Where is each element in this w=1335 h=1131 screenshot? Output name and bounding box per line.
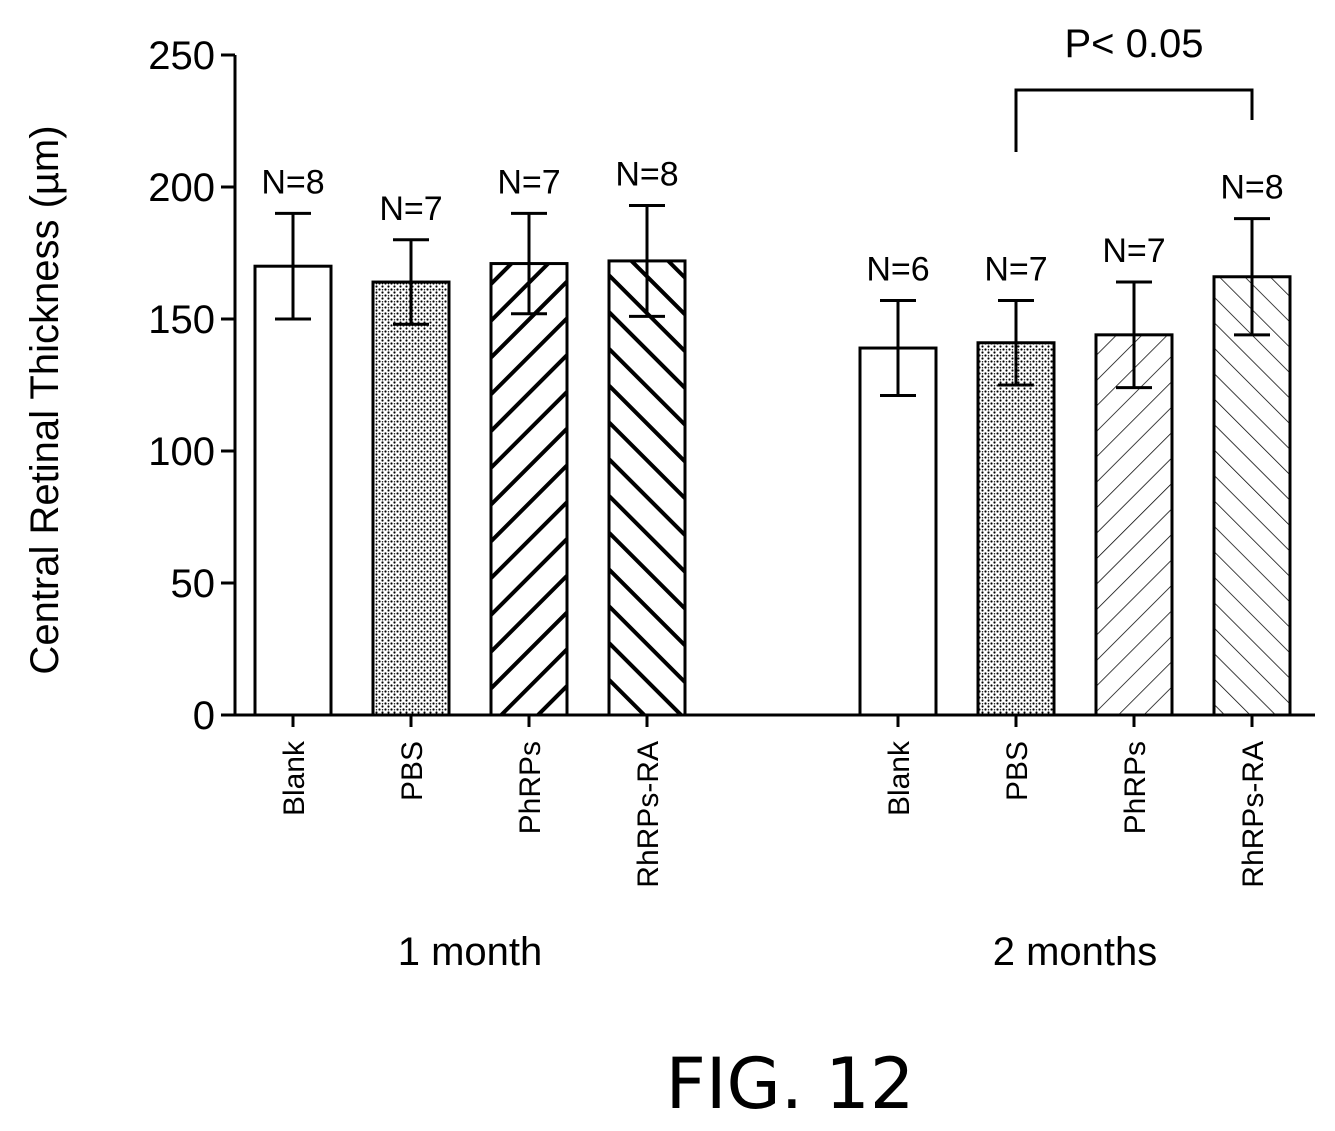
n-label: N=7: [1102, 232, 1165, 270]
bar: [489, 262, 569, 717]
n-label: N=6: [866, 251, 929, 289]
bar: [858, 346, 938, 717]
figure-caption: FIG. 12: [666, 1043, 915, 1125]
n-label: N=7: [497, 163, 560, 201]
bar: [607, 259, 687, 717]
y-tick-label: 250: [148, 34, 215, 78]
x-tick-label: Blank: [883, 740, 916, 816]
n-label: N=7: [379, 190, 442, 228]
n-label: N=8: [615, 155, 678, 193]
y-axis-label: Central Retinal Thickness (µm): [23, 125, 67, 674]
p-value-label: P< 0.05: [1064, 22, 1203, 66]
x-tick-label: PhRPs: [514, 741, 547, 834]
bar: [253, 264, 333, 717]
x-tick-label: RhRPs-RA: [632, 741, 665, 888]
n-label: N=7: [984, 251, 1047, 289]
plot-area: 0 50 100 150 200 250 N=8 Blank N=7 PBS N=7 PhRPs N=8…: [148, 22, 1315, 974]
y-tick-label: 50: [171, 562, 216, 606]
n-label: N=8: [1220, 169, 1283, 207]
bar: [1094, 333, 1174, 717]
y-tick-label: 0: [193, 694, 215, 738]
group-label: 2 months: [993, 930, 1158, 974]
bar: [1212, 275, 1292, 717]
x-tick-label: PBS: [396, 741, 429, 801]
n-label: N=8: [261, 163, 324, 201]
x-tick-label: PBS: [1001, 741, 1034, 801]
bar: [371, 280, 451, 717]
y-tick-label: 150: [148, 298, 215, 342]
x-tick-label: PhRPs: [1119, 741, 1152, 834]
x-tick-label: RhRPs-RA: [1237, 741, 1270, 888]
y-tick-label: 100: [148, 430, 215, 474]
y-tick-label: 200: [148, 166, 215, 210]
significance-bracket: [1014, 88, 1254, 152]
x-tick-label: Blank: [278, 740, 311, 816]
group-label: 1 month: [398, 930, 543, 974]
bar: [976, 341, 1056, 717]
